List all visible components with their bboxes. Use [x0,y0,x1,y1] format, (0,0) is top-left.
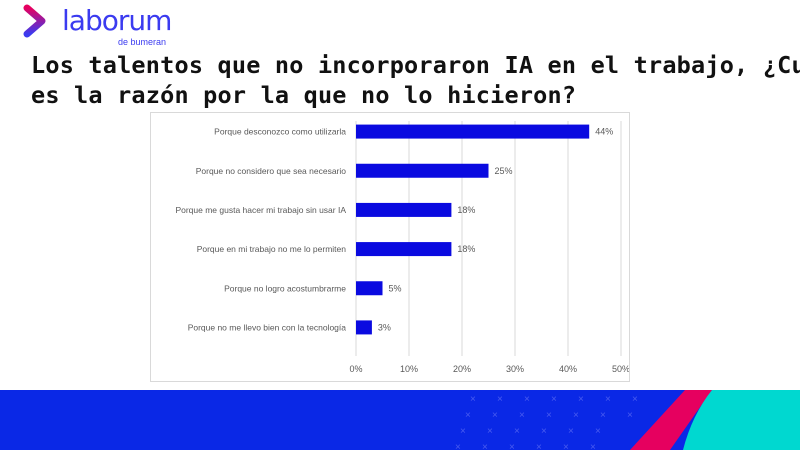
x-tick-label: 0% [349,364,362,374]
logo-subtitle: de bumeran [118,37,167,47]
data-label: 18% [457,205,475,215]
x-mark-decoration: × [492,410,498,421]
logo-chevron-icon [23,4,46,38]
x-mark-decoration: × [465,410,471,421]
x-mark-decoration: × [519,410,525,421]
x-tick-label: 10% [400,364,418,374]
category-label: Porque en mi trabajo no me lo permiten [197,244,347,254]
title-line-1: Los talentos que no incorporaron IA en e… [31,51,800,79]
x-mark-decoration: × [470,394,476,405]
category-label: Porque no logro acostumbrarme [224,283,346,293]
data-label: 18% [457,244,475,254]
title-line-2: es la razón por la que no lo hicieron? [31,81,577,109]
x-mark-decoration: × [524,394,530,405]
x-mark-decoration: × [509,442,515,450]
x-mark-decoration: × [536,442,542,450]
data-label: 25% [495,166,513,176]
x-mark-decoration: × [455,442,461,450]
category-label: Porque no me llevo bien con la tecnologí… [188,322,347,332]
x-mark-decoration: × [600,410,606,421]
laborum-logo: laborum de bumeran [22,4,172,48]
x-mark-decoration: × [551,394,557,405]
bar [356,281,383,296]
x-pattern-decoration: × × × × × × × × × × × × × × × × × × × × × × × × × × [455,394,638,450]
x-mark-decoration: × [563,442,569,450]
x-mark-decoration: × [605,394,611,405]
x-mark-decoration: × [627,410,633,421]
x-tick-label: 40% [559,364,577,374]
x-mark-decoration: × [546,410,552,421]
x-mark-decoration: × [573,410,579,421]
bar [356,163,489,178]
bar [356,202,452,217]
x-tick-label: 20% [453,364,471,374]
bar [356,124,590,139]
chart-svg: 0% 10% 20% 30% 40% 50% Porque desconozco como … [175,121,630,374]
x-mark-decoration: × [632,394,638,405]
x-mark-decoration: × [460,426,466,437]
footer-pink-stripe [630,390,712,450]
logo-wordmark: laborum [62,4,172,37]
x-mark-decoration: × [590,442,596,450]
x-mark-decoration: × [568,426,574,437]
footer-decoration-band: × × × × × × × × × × × × × × × × × × × × × × × × × × [0,390,800,450]
x-mark-decoration: × [578,394,584,405]
data-label: 5% [389,283,402,293]
data-label: 3% [378,322,391,332]
x-mark-decoration: × [541,426,547,437]
x-mark-decoration: × [482,442,488,450]
category-label: Porque me gusta hacer mi trabajo sin usa… [175,205,346,215]
x-mark-decoration: × [497,394,503,405]
data-label: 44% [595,127,613,137]
bar [356,242,452,257]
x-mark-decoration: × [514,426,520,437]
footer-teal-shape [683,390,800,450]
x-tick-label: 30% [506,364,524,374]
category-label: Porque no considero que sea necesario [196,166,347,176]
x-mark-decoration: × [487,426,493,437]
x-tick-label: 50% [612,364,629,374]
page-title: Los talentos que no incorporaron IA en e… [31,50,800,110]
category-label: Porque desconozco como utilizarla [214,127,346,137]
bar [356,320,372,335]
x-mark-decoration: × [595,426,601,437]
bar-chart: 0% 10% 20% 30% 40% 50% Porque desconozco como … [150,112,630,382]
